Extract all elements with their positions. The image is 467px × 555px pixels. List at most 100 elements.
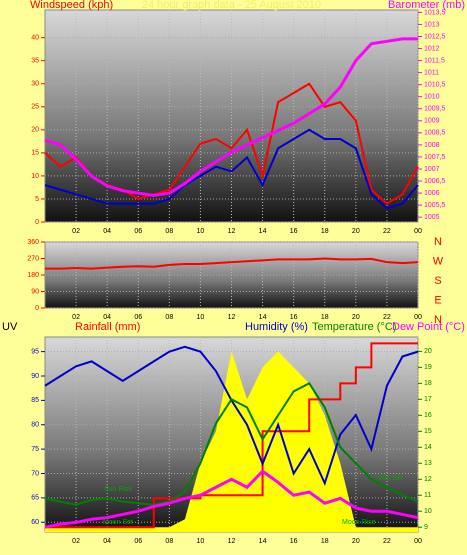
y-tick-label: 270	[27, 255, 39, 262]
y2-tick-label: 1011	[424, 69, 439, 76]
y2-tick-label: 1010	[424, 94, 440, 101]
y2-tick-label: 15	[424, 428, 432, 435]
y2-tick-label: 1006	[424, 190, 440, 197]
y-tick-label: 10	[31, 173, 39, 180]
x-tick-label: 02	[72, 538, 80, 545]
uv-area	[45, 351, 418, 532]
y-tick-label: 90	[31, 288, 39, 295]
y2-axis-label: Barometer (mb)	[388, 0, 465, 11]
annotation: Sun Set	[378, 475, 403, 482]
legend-label: Dew Point (°C)	[392, 321, 465, 333]
x-tick-label: 06	[134, 228, 142, 235]
x-tick-label: 12	[228, 228, 236, 235]
y2-tick-label: 1007	[424, 166, 440, 173]
series-line	[45, 342, 418, 529]
x-tick-label: 06	[134, 314, 142, 321]
annotation: Moon Rise	[342, 519, 376, 526]
y2-tick-label: 17	[424, 396, 432, 403]
y2-tick-label: 1012	[424, 45, 440, 52]
y2-tick-label: 1011,5	[424, 57, 445, 64]
x-tick-label: 12	[228, 538, 236, 545]
direction-label: N	[434, 314, 442, 326]
x-tick-label: 08	[165, 228, 173, 235]
y-tick-label: 80	[31, 422, 39, 429]
series-line	[44, 128, 419, 210]
direction-label: S	[434, 275, 441, 287]
y2-tick-label: 19	[424, 364, 432, 371]
y-tick-label: 75	[31, 446, 39, 453]
series-line	[44, 469, 419, 529]
x-tick-label: 20	[352, 228, 360, 235]
y-tick-label: 60	[31, 519, 39, 526]
x-tick-label: 14	[259, 228, 267, 235]
x-tick-label: 02	[72, 314, 80, 321]
y-tick-label: 5	[35, 196, 39, 203]
x-tick-label: 12	[228, 314, 236, 321]
x-tick-label: 02	[72, 228, 80, 235]
y-tick-label: 35	[31, 58, 39, 65]
x-tick-label: 08	[165, 314, 173, 321]
y-tick-label: 30	[31, 81, 39, 88]
y2-tick-label: 9	[424, 524, 428, 531]
x-tick-label: 04	[103, 538, 111, 545]
y-tick-label: 0	[35, 219, 39, 226]
x-tick-label: 10	[197, 228, 205, 235]
y2-tick-label: 18	[424, 380, 432, 387]
x-tick-label: 16	[290, 538, 298, 545]
y-tick-label: 85	[31, 397, 39, 404]
x-tick-label: 18	[321, 228, 329, 235]
y2-tick-label: 1008	[424, 142, 440, 149]
x-tick-label: 18	[321, 538, 329, 545]
x-tick-label: 04	[103, 314, 111, 321]
series-line	[45, 257, 419, 270]
y2-tick-label: 1009,5	[424, 106, 446, 113]
direction-label: W	[433, 255, 444, 267]
x-tick-label: 22	[383, 228, 391, 235]
y-tick-label: 65	[31, 495, 39, 502]
y-tick-label: 90	[31, 373, 39, 380]
x-tick-label: 16	[290, 314, 298, 321]
y-tick-label: 95	[31, 348, 39, 355]
y-tick-label: 180	[27, 272, 39, 279]
x-tick-label: 04	[103, 228, 111, 235]
x-tick-label: 18	[321, 314, 329, 321]
x-tick-label: 22	[383, 538, 391, 545]
legend-label: Temperature (°C)	[312, 321, 396, 333]
x-tick-label: 22	[383, 314, 391, 321]
y2-tick-label: 1013,5	[424, 9, 446, 16]
y2-tick-label: 10	[424, 508, 432, 515]
legend-label: UV	[2, 321, 18, 333]
y-axis-label: Windspeed (kph)	[30, 0, 113, 11]
y2-tick-label: 1012,5	[424, 33, 446, 40]
x-tick-label: 14	[259, 314, 267, 321]
y-tick-label: 25	[31, 104, 39, 111]
chart-title: 24 hour graph data - 25 August 2010	[142, 0, 321, 11]
y-tick-label: 0	[35, 305, 39, 312]
legend-label: Humidity (%)	[245, 321, 308, 333]
x-tick-label: 20	[352, 314, 360, 321]
y2-tick-label: 1005,5	[424, 202, 446, 209]
direction-label: N	[434, 236, 442, 248]
series-line	[44, 382, 419, 506]
y2-tick-label: 13	[424, 460, 432, 467]
series-line	[44, 37, 418, 198]
x-tick-label: 14	[259, 538, 267, 545]
y2-tick-label: 1013	[424, 21, 440, 28]
y-tick-label: 360	[27, 239, 39, 246]
y2-tick-label: 16	[424, 412, 432, 419]
annotation: Moon Set	[103, 519, 133, 526]
x-tick-label: 06	[134, 538, 142, 545]
direction-label: E	[434, 294, 441, 306]
x-tick-label: 16	[290, 228, 298, 235]
y2-tick-label: 11	[424, 492, 431, 499]
y2-tick-label: 1005	[424, 214, 440, 221]
y-tick-label: 40	[31, 34, 39, 41]
y2-tick-label: 12	[424, 476, 432, 483]
y2-tick-label: 1009	[424, 118, 440, 125]
annotation: Sun Rise	[104, 486, 133, 493]
x-tick-label: 00	[414, 538, 422, 545]
legend-label: Rainfall (mm)	[75, 321, 140, 333]
y2-tick-label: 1006,5	[424, 178, 446, 185]
x-tick-label: 00	[414, 314, 422, 321]
